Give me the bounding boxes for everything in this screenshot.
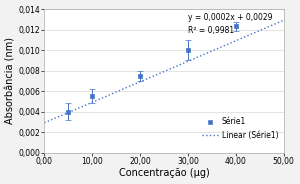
Text: y = 0,0002x + 0,0029
R² = 0,9981: y = 0,0002x + 0,0029 R² = 0,9981 — [188, 13, 272, 35]
Y-axis label: Absorbância (nm): Absorbância (nm) — [6, 37, 16, 124]
X-axis label: Concentração (μg): Concentração (μg) — [118, 168, 209, 178]
Legend: Série1, Linear (Série1): Série1, Linear (Série1) — [201, 116, 280, 141]
